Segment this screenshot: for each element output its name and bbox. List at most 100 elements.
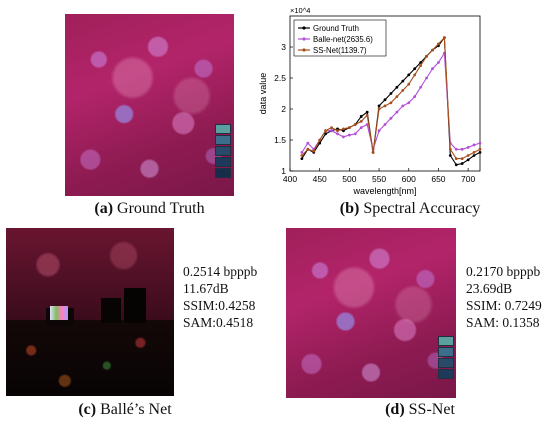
caption-b-letter: (b) (339, 200, 360, 217)
series-1-point-30 (478, 141, 482, 145)
series-1-point-19 (413, 95, 417, 98)
series-1-point-9 (353, 132, 357, 136)
series-2-point-10 (359, 120, 363, 123)
series-2-point-5 (330, 126, 333, 129)
caption-c-letter: (c) (78, 401, 97, 418)
series-2-point-14 (383, 104, 387, 108)
caption-b: (b) Spectral Accuracy (290, 200, 530, 218)
legend-label-1: Balle-net(2635.6) (313, 35, 373, 44)
series-0-point-29 (472, 154, 476, 157)
series-2-point-16 (395, 95, 399, 98)
series-1-point-0 (300, 151, 304, 154)
series-0-point-27 (460, 162, 464, 165)
series-1-point-14 (383, 123, 387, 126)
balle-block-2 (124, 288, 146, 323)
series-1-point-7 (342, 135, 345, 139)
series-1-point-1 (306, 141, 310, 145)
series-1-point-6 (336, 132, 339, 136)
y-tick-label-4: 3 (281, 42, 286, 52)
ssnet-ssim: SSIM: 0.7249 (466, 298, 542, 313)
series-2-point-23 (437, 42, 440, 46)
series-0-point-13 (377, 104, 381, 108)
series-0-point-4 (324, 132, 328, 136)
series-0-point-11 (365, 110, 369, 114)
series-0-point-0 (300, 157, 304, 161)
series-2-point-19 (413, 73, 417, 77)
balle-ssim: SSIM:0.4258 (183, 298, 256, 313)
balle-metrics: 0.2514 bpppb 11.67dB SSIM:0.4258 SAM:0.4… (183, 263, 257, 331)
y-tick-label-2: 2 (281, 104, 286, 114)
series-2-point-28 (466, 154, 470, 157)
series-2-point-0 (300, 154, 304, 157)
caption-b-text: Spectral Accuracy (359, 200, 481, 217)
y-exponent-label: ×10^4 (290, 6, 310, 15)
series-2-point-22 (431, 48, 434, 52)
x-tick-label-2: 500 (342, 174, 356, 184)
series-1-point-23 (437, 61, 440, 64)
series-1-point-26 (454, 147, 458, 151)
series-1-point-28 (466, 146, 470, 149)
series-2-point-29 (472, 151, 476, 154)
ssnet-psnr: 23.69dB (466, 281, 513, 296)
legend-marker-0 (302, 26, 306, 30)
series-1-point-15 (389, 116, 393, 120)
series-0-point-18 (407, 73, 411, 77)
series-2-point-3 (318, 138, 322, 142)
series-2-point-2 (312, 149, 316, 153)
series-1-point-22 (431, 67, 434, 71)
caption-a-text: Ground Truth (113, 200, 205, 217)
ssnet-bpppb: 0.2170 bpppb (466, 264, 541, 279)
series-1-point-27 (460, 147, 464, 151)
series-2-point-15 (389, 101, 393, 105)
caption-d-text: SS-Net (404, 401, 455, 418)
series-2-point-24 (442, 36, 446, 40)
swatch-4 (215, 157, 231, 167)
y-tick-label-1: 1.5 (274, 135, 286, 145)
x-axis-label: wavelength[nm] (352, 186, 416, 196)
series-2-point-7 (342, 127, 345, 131)
series-0-point-30 (478, 151, 482, 154)
swatch-2 (215, 135, 231, 145)
series-2-point-25 (448, 147, 452, 151)
series-2-point-17 (401, 89, 405, 92)
ssnet-swatch-2 (438, 347, 454, 357)
series-1-point-11 (365, 123, 369, 126)
series-2-point-21 (425, 54, 428, 58)
legend-marker-1 (302, 37, 306, 41)
series-1-point-21 (425, 76, 428, 80)
balle-block-1 (101, 298, 121, 323)
series-1-point-5 (330, 129, 333, 133)
series-2-point-18 (407, 82, 411, 86)
swatch-5 (215, 168, 231, 178)
legend-label-2: SS-Net(1139.7) (313, 46, 367, 55)
ssnet-metrics: 0.2170 bpppb 23.69dB SSIM: 0.7249 SAM: 0… (466, 263, 542, 331)
caption-d: (d) SS-Net (360, 401, 480, 419)
series-2-point-20 (419, 64, 423, 67)
series-2-point-12 (371, 151, 375, 154)
series-2-point-27 (460, 157, 464, 161)
ssnet-swatch-3 (438, 358, 454, 368)
swatch-1 (215, 124, 231, 134)
series-1-point-29 (472, 143, 476, 147)
ground-truth-image (65, 14, 234, 196)
swatch-3 (215, 146, 231, 156)
x-tick-label-4: 600 (402, 174, 416, 184)
legend-label-0: Ground Truth (313, 24, 359, 33)
y-axis-label: data value (258, 73, 268, 115)
series-2-point-11 (365, 113, 369, 117)
series-2-point-1 (306, 147, 310, 151)
balle-sam: SAM:0.4518 (183, 315, 254, 330)
series-2-point-4 (324, 129, 328, 133)
balle-artifact-region (6, 320, 174, 396)
x-tick-label-0: 400 (283, 174, 297, 184)
x-tick-label-5: 650 (431, 174, 445, 184)
caption-a-letter: (a) (94, 200, 114, 217)
series-2-point-30 (478, 147, 482, 151)
balle-psnr: 11.67dB (183, 281, 229, 296)
series-0-point-14 (383, 98, 387, 102)
balle-bpppb: 0.2514 bpppb (183, 264, 258, 279)
legend-marker-2 (302, 48, 306, 52)
series-0-point-17 (401, 79, 405, 83)
caption-d-letter: (d) (385, 401, 405, 418)
spectral-accuracy-chart: 400 450 500 550 600 650 700 1 1.5 2 2.5 3 ×10^4 wavel… (258, 6, 482, 196)
